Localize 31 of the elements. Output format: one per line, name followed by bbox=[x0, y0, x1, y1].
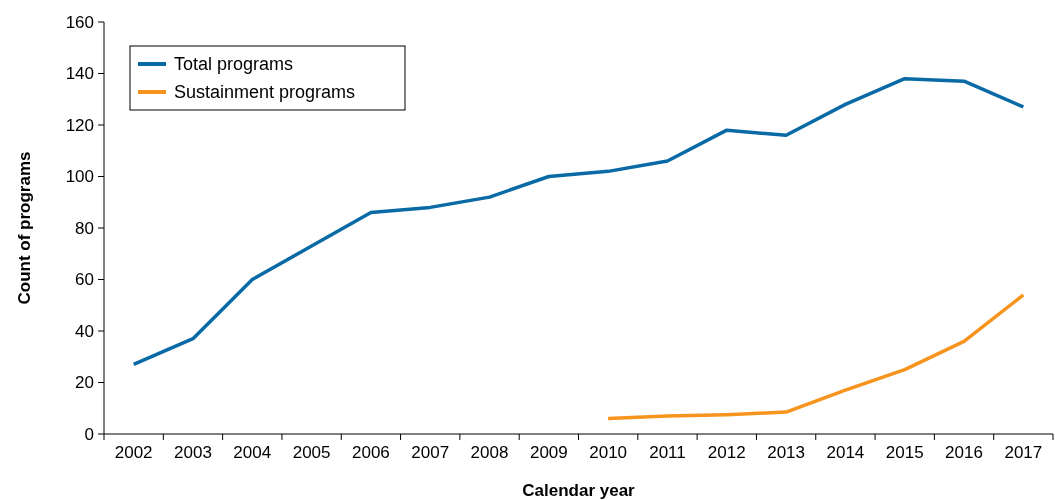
x-tick-label: 2004 bbox=[233, 443, 272, 462]
x-tick-label: 2014 bbox=[826, 443, 865, 462]
y-tick-label: 160 bbox=[65, 12, 94, 32]
x-tick-label: 2002 bbox=[114, 443, 153, 462]
x-tick-label: 2017 bbox=[1004, 443, 1043, 462]
y-tick-label: 100 bbox=[65, 167, 94, 187]
y-tick-label: 20 bbox=[75, 373, 94, 393]
x-tick-label: 2008 bbox=[470, 443, 509, 462]
y-tick-label: 120 bbox=[65, 115, 94, 135]
x-tick-label: 2010 bbox=[589, 443, 628, 462]
y-tick-label: 140 bbox=[65, 64, 94, 84]
x-axis-title: Calendar year bbox=[522, 481, 636, 500]
line-series bbox=[606, 293, 1026, 421]
y-tick-label: 0 bbox=[84, 424, 94, 444]
legend-label: Sustainment programs bbox=[174, 82, 356, 103]
legend-label: Total programs bbox=[174, 54, 294, 75]
x-tick-label: 2016 bbox=[945, 443, 983, 462]
x-tick-label: 2015 bbox=[885, 443, 924, 462]
x-tick-label: 2006 bbox=[351, 443, 390, 462]
x-tick-label: 2013 bbox=[767, 443, 806, 462]
y-tick-label: 80 bbox=[75, 218, 94, 238]
y-axis-title: Count of programs bbox=[15, 151, 34, 305]
line-series bbox=[131, 76, 1026, 367]
y-tick-label: 40 bbox=[75, 321, 94, 341]
x-tick-label: 2012 bbox=[707, 443, 746, 462]
x-tick-label: 2007 bbox=[411, 443, 450, 462]
x-tick-label: 2003 bbox=[174, 443, 212, 462]
y-tick-label: 60 bbox=[75, 270, 94, 290]
x-tick-label: 2009 bbox=[529, 443, 568, 462]
x-tick-label: 2011 bbox=[649, 443, 686, 462]
x-tick-label: 2005 bbox=[292, 443, 331, 462]
